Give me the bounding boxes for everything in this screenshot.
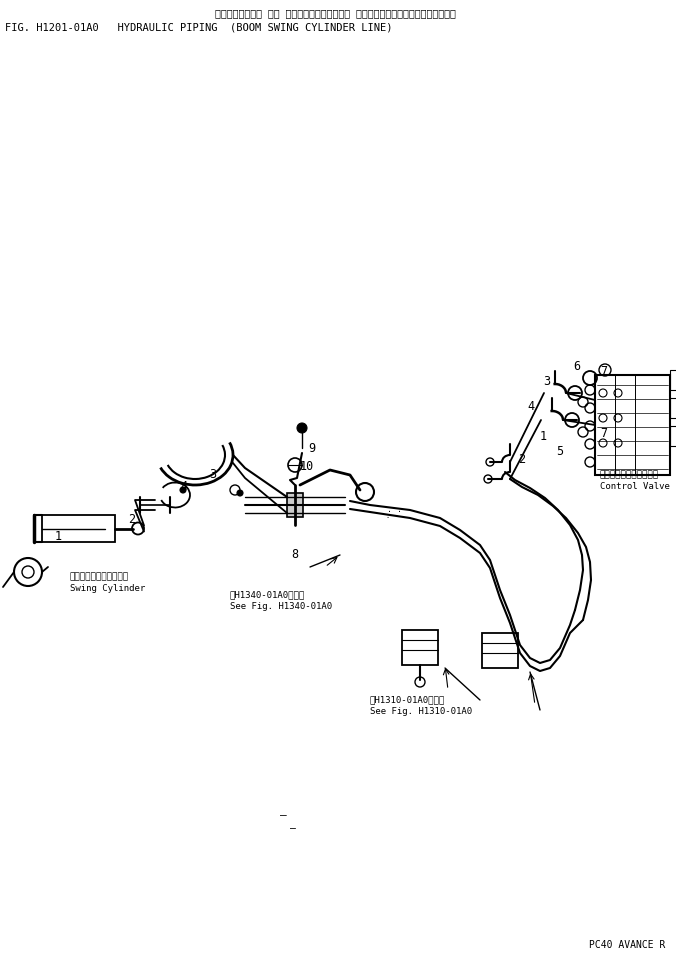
Bar [402,630,438,665]
Text: 4: 4 [527,400,534,413]
Bar [482,633,518,668]
Text: 2: 2 [128,513,135,526]
Text: 7: 7 [600,427,607,440]
Text: 4: 4 [180,480,187,493]
Text: Swing Cylinder: Swing Cylinder [70,584,145,593]
Text: 6: 6 [573,360,580,373]
Text: 5: 5 [556,445,563,458]
Text: 3: 3 [543,375,550,388]
Text: See Fig. H1310-01A0: See Fig. H1310-01A0 [370,707,472,716]
Bar [287,493,303,517]
Text: Control Valve: Control Valve [600,482,670,491]
Circle shape [180,487,186,493]
Text: 1: 1 [540,430,547,443]
Text: コントロールバルブ: コントロールバルブ [600,470,659,479]
Circle shape [297,423,307,433]
Text: 3: 3 [209,468,216,481]
Bar [670,426,676,446]
Text: PC40 AVANCE R: PC40 AVANCE R [589,940,665,950]
Text: スイングシリンン゙ラ: スイングシリンン゙ラ [70,572,129,581]
Bar [595,375,670,475]
Text: FIG. H1201-01A0   HYDRAULIC PIPING  (BOOM SWING CYLINDER LINE): FIG. H1201-01A0 HYDRAULIC PIPING (BOOM S… [5,22,393,32]
Text: 8: 8 [291,548,298,561]
Text: ハイドロリック バ イビング　（ブーム スイング　シリンン゙ラ　ライン）: ハイドロリック バ イビング （ブーム スイング シリンン゙ラ ライン… [215,8,456,18]
Text: 9: 9 [308,442,315,455]
Text: 1: 1 [55,530,62,543]
Text: 第H1310-01A0図参照: 第H1310-01A0図参照 [370,695,445,704]
Text: –: – [290,823,296,833]
Text: :: : [385,513,389,519]
Text: 2: 2 [518,453,525,466]
Text: . .: . . [387,505,402,514]
Bar [670,370,676,390]
Text: 7: 7 [600,365,607,378]
Text: 第H1340-01A0図参照: 第H1340-01A0図参照 [230,590,306,599]
Circle shape [237,490,243,496]
Text: –: – [280,810,287,820]
Text: 10: 10 [300,460,314,473]
Bar [670,398,676,418]
Text: See Fig. H1340-01A0: See Fig. H1340-01A0 [230,602,332,611]
Bar [42,515,115,542]
